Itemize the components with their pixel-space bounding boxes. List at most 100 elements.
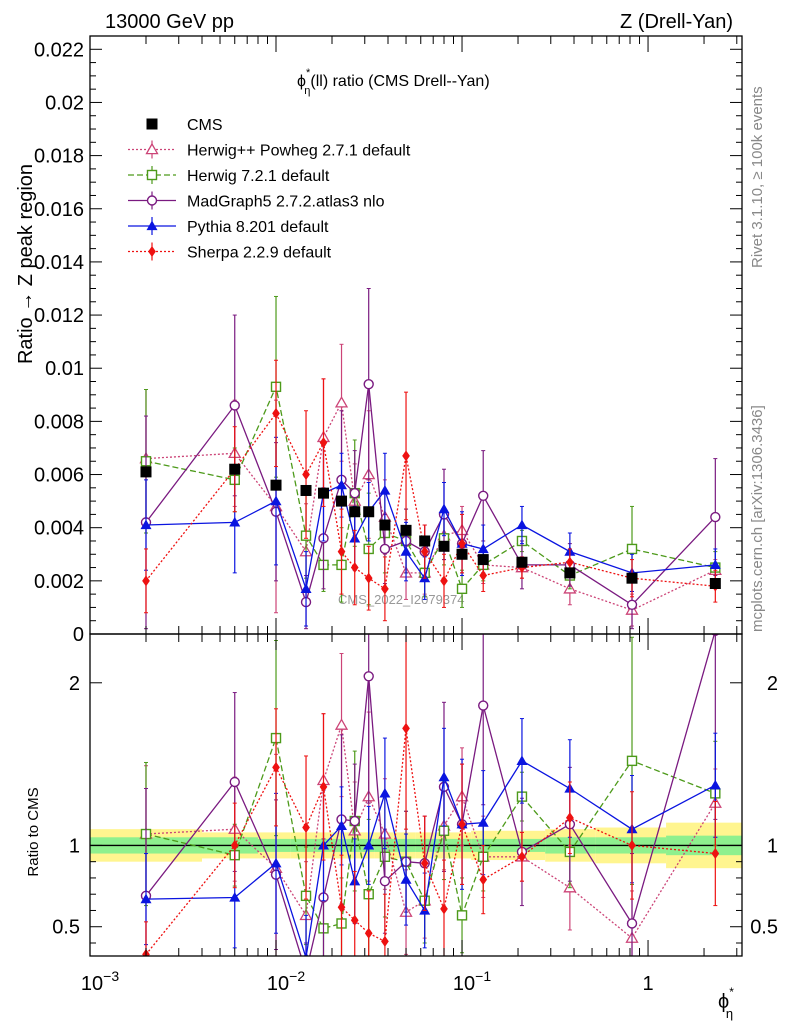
ratio-y-tick-label: 1 (69, 835, 80, 857)
madgraph5-2-7-2-atlas3-nlo-ratio-point (379, 875, 391, 887)
pythia-8-201-default-ratio-point (477, 817, 489, 827)
cms-point (336, 495, 348, 507)
main-ylabel: Ratio → Z peak region (15, 164, 37, 364)
cms-point (400, 524, 412, 536)
x-tick-label: 10−2 (267, 968, 305, 995)
ratio-frame (89, 633, 743, 957)
pythia-8-201-default-point (300, 583, 312, 593)
madgraph5-2-7-2-atlas3-nlo-line (145, 384, 716, 606)
mcplots-label: mcplots.cern.ch [arXiv:1306.3436] (749, 405, 766, 632)
sherpa-2-2-9-default-ratio-point (628, 839, 636, 851)
sherpa-2-2-9-default-ratio-point (319, 781, 328, 793)
herwig-7-2-1-default-point (456, 583, 468, 595)
title-eta: η (304, 85, 310, 97)
ratio-y-tick-label: 0.5 (52, 917, 80, 939)
sherpa-2-2-9-default-point (458, 538, 466, 550)
sherpa-2-2-9-default-ratio-point (364, 927, 373, 939)
xlabel-phi: ϕ (718, 991, 729, 1013)
sherpa-2-2-9-default-point (440, 575, 448, 587)
sherpa-2-2-9-default-ratio-point (518, 851, 526, 863)
x-tick-label: 10−1 (453, 968, 491, 995)
legend-herwig-powheg-2-7-1-default-label: Herwig++ Powheg 2.7.1 default (187, 143, 411, 160)
pythia-8-201-default-ratio-line (145, 759, 716, 956)
sherpa-2-2-9-default-ratio-point (711, 848, 720, 860)
pythia-8-201-default-ratio-point (363, 839, 375, 850)
xlabel-eta: η (726, 1006, 733, 1021)
x-tick-base: 10 (453, 973, 475, 995)
x-tick-label: 10−3 (81, 968, 119, 995)
legend-herwig-7-2-1-default-label: Herwig 7.2.1 default (187, 168, 330, 185)
x-tick-exponent: −2 (289, 968, 305, 984)
herwig-powheg-2-7-1-default-point (334, 395, 349, 408)
cms-point (564, 567, 576, 579)
madgraph5-2-7-2-atlas3-nlo-ratio-point (349, 815, 360, 827)
sherpa-2-2-9-default-ratio-point (566, 812, 574, 824)
y-tick-label: 0.022 (34, 39, 84, 61)
sherpa-2-2-9-default-point (350, 562, 359, 574)
cms-point (709, 578, 721, 590)
pythia-8-201-default-point (438, 503, 450, 514)
madgraph5-2-7-2-atlas3-nlo-point (710, 511, 721, 523)
y-tick-label: 0.014 (34, 252, 84, 274)
sherpa-2-2-9-default-ratio-point (230, 839, 239, 851)
herwig-7-2-1-default-point (626, 543, 638, 555)
legend-madgraph5-2-7-2-atlas3-nlo-marker (146, 195, 158, 206)
pythia-8-201-default-ratio-point (400, 874, 412, 884)
pythia-8-201-default-point (379, 484, 391, 495)
cms-point (626, 572, 638, 584)
sherpa-2-2-9-default-point (364, 572, 373, 584)
y-tick-label: 0.004 (34, 518, 84, 540)
pythia-8-201-default-ratio-point (709, 779, 721, 790)
madgraph5-2-7-2-atlas3-nlo-ratio-point (363, 671, 374, 682)
ratio-y-tick-label-right: 0.5 (750, 917, 778, 939)
herwig-7-2-1-default-ratio-line (145, 735, 716, 930)
pythia-8-201-default-ratio-point (229, 891, 241, 902)
title-rest: (ll) ratio (CMS Drell--Yan) (310, 73, 489, 90)
sherpa-2-2-9-default-ratio-point (302, 822, 310, 834)
header-right: Z (Drell-Yan) (620, 11, 733, 33)
herwig-7-2-1-default-ratio-point (626, 755, 638, 767)
madgraph5-2-7-2-atlas3-nlo-ratio-point (626, 918, 638, 929)
sherpa-2-2-9-default-point (337, 546, 346, 558)
herwig-7-2-1-default-series (140, 295, 721, 608)
madgraph5-2-7-2-atlas3-nlo-point (363, 378, 374, 390)
pythia-8-201-default-ratio-point (379, 787, 391, 798)
pythia-8-201-default-point (400, 546, 412, 556)
x-tick-base: 1 (642, 973, 653, 995)
title-star: * (306, 67, 311, 79)
pythia-8-201-default-ratio-point (140, 893, 152, 904)
y-tick-label: 0.002 (34, 571, 84, 593)
sherpa-2-2-9-default-ratio-point (440, 903, 448, 915)
sherpa-2-2-9-default-point (319, 437, 328, 449)
cms-point (317, 487, 329, 499)
cms-point (349, 506, 361, 518)
cms-point (300, 484, 312, 496)
sherpa-2-2-9-default-point (420, 546, 429, 558)
x-tick-exponent: −3 (103, 968, 119, 984)
sherpa-2-2-9-default-ratio-line (145, 728, 716, 955)
pythia-8-201-default-point (336, 479, 348, 490)
legend-cms-marker (146, 118, 158, 130)
sherpa-2-2-9-default-series (142, 359, 720, 622)
madgraph5-2-7-2-atlas3-nlo-point (229, 400, 240, 411)
legend-sherpa-2-2-9-default-marker (148, 246, 156, 257)
y-tick-label: 0 (73, 624, 84, 646)
cms-point (456, 548, 468, 560)
sherpa-2-2-9-default-point (272, 407, 280, 419)
chart-title: ϕ* η(ll) ratio (CMS Drell--Yan) (297, 67, 490, 97)
sherpa-2-2-9-default-point (479, 570, 488, 582)
x-tick-base: 10 (267, 973, 289, 995)
ratio-xlabel: ϕ* η (718, 985, 734, 1021)
xlabel-star: * (729, 985, 734, 999)
y-tick-label: 0.008 (34, 411, 84, 433)
cms-point (270, 479, 282, 491)
pythia-8-201-default-point (140, 519, 152, 530)
pythia-8-201-default-ratio-point (516, 755, 528, 765)
herwig-7-2-1-default-ratio-point (456, 910, 468, 921)
sherpa-2-2-9-default-point (566, 556, 574, 568)
title-phi: ϕ (297, 73, 306, 90)
pythia-8-201-default-point (229, 516, 241, 527)
x-tick-base: 10 (81, 973, 103, 995)
x-tick-exponent: −1 (475, 968, 491, 984)
